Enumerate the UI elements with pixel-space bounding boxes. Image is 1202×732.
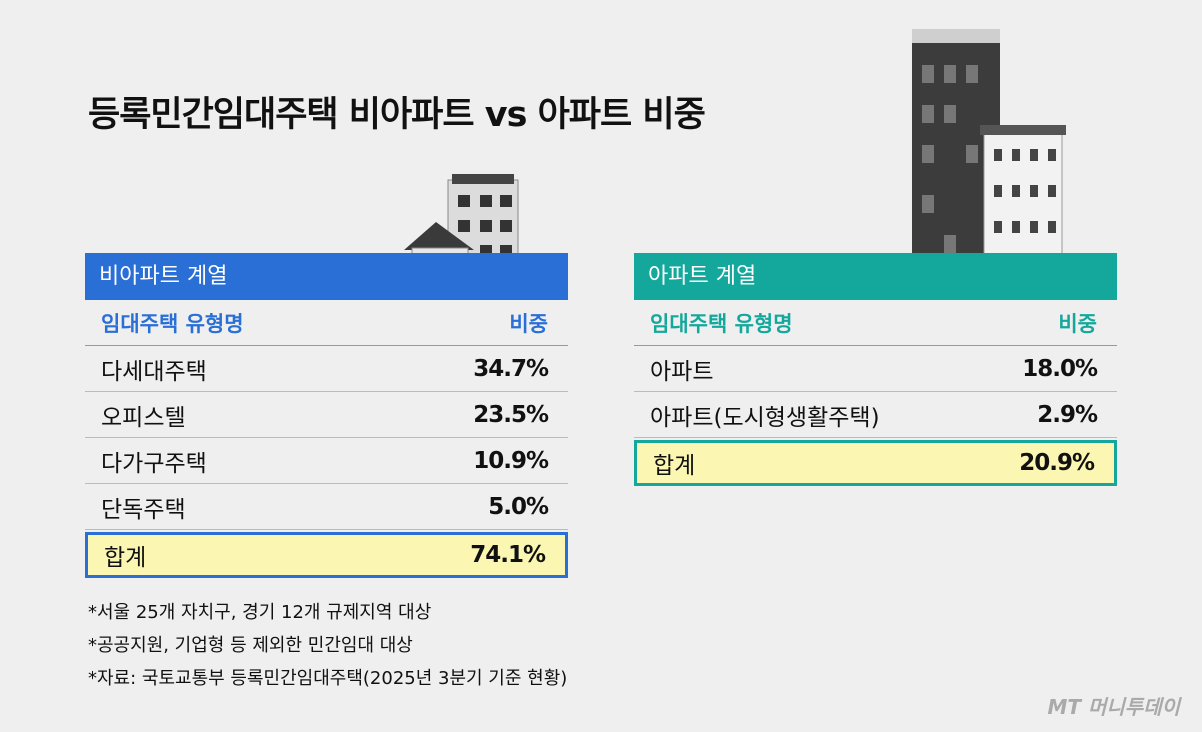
title: 등록민간임대주택 비아파트 vs 아파트 비중 [88, 95, 706, 135]
cell-name: 오피스텔 [101, 404, 186, 431]
note: *자료: 국토교통부 등록민간임대주택(2025년 3분기 기준 현황) [88, 668, 568, 689]
cell-value: 34.7% [473, 355, 549, 382]
notes: *서울 25개 자치구, 경기 12개 규제지역 대상 *공공지원, 기업형 등 … [88, 596, 567, 695]
table-header: 비아파트 계열 [85, 253, 568, 300]
cell-name: 단독주택 [101, 496, 186, 523]
table-row: 오피스텔 23.5% [85, 392, 568, 438]
column-header: 임대주택 유형명 [101, 311, 244, 336]
column-header: 비중 [1058, 311, 1097, 336]
column-header: 비중 [509, 311, 548, 336]
cell-value: 5.0% [488, 493, 549, 520]
table-row: 다가구주택 10.9% [85, 438, 568, 484]
column-header: 임대주택 유형명 [650, 311, 793, 336]
cell-name: 다세대주택 [101, 358, 207, 385]
cell-name: 합계 [104, 545, 147, 571]
table-row: 아파트 18.0% [634, 346, 1117, 392]
cell-value: 74.1% [470, 542, 546, 568]
cell-name: 합계 [653, 453, 696, 479]
logo: MT 머니투데이 [1047, 695, 1180, 719]
cell-value: 10.9% [473, 447, 549, 474]
cell-value: 20.9% [1019, 450, 1095, 476]
cell-name: 아파트 [650, 358, 714, 385]
table-row: 단독주택 5.0% [85, 484, 568, 530]
cell-name: 아파트(도시형생활주택) [650, 404, 880, 431]
total-row: 합계 74.1% [85, 532, 568, 578]
column-header-row: 임대주택 유형명 비중 [85, 300, 568, 346]
cell-value: 18.0% [1022, 355, 1098, 382]
note: *서울 25개 자치구, 경기 12개 규제지역 대상 [88, 602, 432, 623]
column-header-row: 임대주택 유형명 비중 [634, 300, 1117, 346]
total-row: 합계 20.9% [634, 440, 1117, 486]
cell-name: 다가구주택 [101, 450, 207, 477]
cell-value: 2.9% [1037, 401, 1098, 428]
table-row: 아파트(도시형생활주택) 2.9% [634, 392, 1117, 438]
table-row: 다세대주택 34.7% [85, 346, 568, 392]
table-header: 아파트 계열 [634, 253, 1117, 300]
cell-value: 23.5% [473, 401, 549, 428]
note: *공공지원, 기업형 등 제외한 민간임대 대상 [88, 635, 413, 656]
